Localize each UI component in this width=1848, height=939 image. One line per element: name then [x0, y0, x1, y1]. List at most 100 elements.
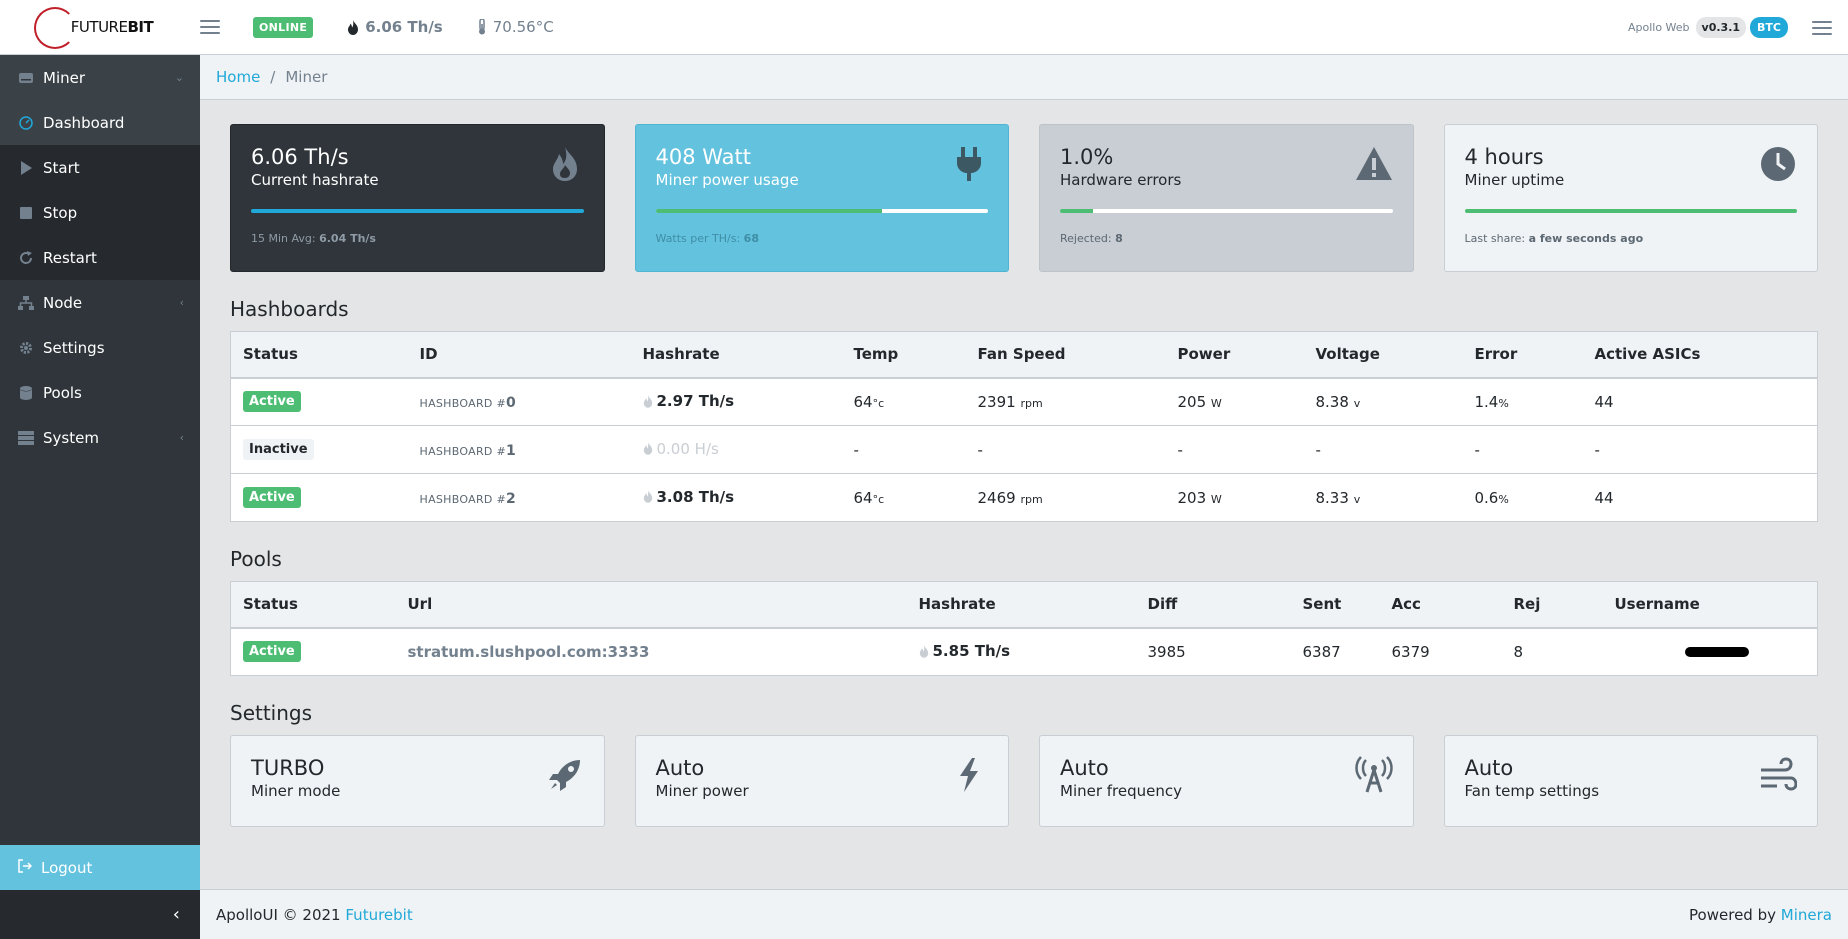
hashboards-table: Status ID Hashrate Temp Fan Speed Power …	[230, 331, 1818, 522]
server-icon	[18, 430, 34, 446]
sidebar-item-system[interactable]: System ‹	[0, 415, 200, 460]
futurebit-link[interactable]: Futurebit	[345, 905, 413, 924]
uptime-card-value: 4 hours	[1464, 145, 1544, 169]
hashboards-title: Hashboards	[230, 297, 349, 321]
table-row: Active HASHBOARD #0 2.97 Th/s 64°c 2391 …	[230, 377, 1818, 426]
last-share-value: a few seconds ago	[1528, 232, 1644, 245]
sidebar-item-dashboard[interactable]: Dashboard	[0, 100, 200, 145]
database-icon	[18, 385, 34, 401]
sidebar-item-miner[interactable]: Miner ⌄	[0, 55, 200, 100]
miner-frequency-card[interactable]: Auto Miner frequency	[1039, 735, 1414, 827]
logout-button[interactable]: Logout	[0, 845, 200, 890]
flame-icon	[552, 147, 577, 181]
logo-suffix: BIT	[127, 18, 154, 36]
restart-icon	[18, 250, 34, 266]
miner-mode-card[interactable]: TURBO Miner mode	[230, 735, 605, 827]
uptime-card: 4 hours Miner uptime Last share: a few s…	[1443, 124, 1818, 272]
miner-power-card[interactable]: Auto Miner power	[634, 735, 1009, 827]
chevron-left-icon: ‹	[179, 296, 184, 309]
avg-hashrate-value: 6.04 Th/s	[319, 232, 376, 245]
redacted-username	[1684, 646, 1749, 657]
hashrate-progress	[251, 209, 584, 213]
logout-icon	[18, 858, 33, 877]
errors-progress	[1060, 209, 1393, 213]
rocket-icon	[548, 760, 580, 791]
table-row: Active HASHBOARD #2 3.08 Th/s 64°c 2469 …	[231, 474, 1818, 522]
status-badge: Active	[243, 487, 301, 508]
power-progress	[655, 209, 988, 213]
play-icon	[18, 160, 34, 176]
sidebar-item-node[interactable]: Node ‹	[0, 280, 200, 325]
chevron-left-icon: ‹	[179, 431, 184, 444]
table-row: Inactive HASHBOARD #1 0.00 H/s - - - - -…	[230, 425, 1818, 474]
sidebar-item-pools[interactable]: Pools	[0, 370, 200, 415]
status-badge: Inactive	[243, 439, 314, 460]
fan-temp-card[interactable]: Auto Fan temp settings	[1443, 735, 1818, 827]
futurebit-logo[interactable]: FUTUREBIT	[0, 0, 200, 55]
flame-icon	[643, 394, 652, 408]
app-name: Apollo Web	[1627, 21, 1690, 34]
rejected-value: 8	[1115, 232, 1123, 245]
broadcast-icon	[1354, 756, 1393, 793]
power-card-value: 408 Watt	[655, 145, 752, 169]
status-badge: Active	[243, 391, 301, 413]
sidebar-item-restart[interactable]: Restart	[0, 235, 200, 280]
pool-url: stratum.slushpool.com:3333	[407, 642, 650, 661]
flame-icon	[643, 442, 652, 455]
header-temp-value: 70.56°C	[492, 18, 554, 36]
uptime-card-label: Miner uptime	[1464, 171, 1565, 189]
hashrate-card-value: 6.06 Th/s	[251, 145, 349, 169]
power-card: 408 Watt Miner power usage Watts per TH/…	[634, 124, 1009, 272]
bolt-icon	[960, 758, 978, 792]
miner-submenu: Dashboard Start Stop Restart	[0, 100, 200, 280]
minera-link[interactable]: Minera	[1780, 905, 1832, 924]
flame-icon	[643, 490, 652, 503]
sidebar-minimizer-button[interactable]: ‹	[0, 890, 200, 939]
sidebar: Miner ⌄ Dashboard Start Stop Restart Nod…	[0, 55, 200, 939]
header-hashrate-value: 6.06 Th/s	[365, 18, 443, 36]
stat-cards: 6.06 Th/s Current hashrate 15 Min Avg: 6…	[230, 124, 1818, 272]
watts-per-th-value: 68	[743, 232, 759, 245]
breadcrumb-current: Miner	[285, 68, 328, 86]
online-badge: ONLINE	[253, 16, 314, 38]
uptime-progress	[1464, 209, 1797, 213]
pools-title: Pools	[230, 547, 282, 571]
speedometer-icon	[18, 115, 34, 131]
sidebar-item-stop[interactable]: Stop	[0, 190, 200, 235]
logo-prefix: FUTURE	[70, 18, 128, 36]
chevron-left-icon: ‹	[172, 904, 180, 925]
sidebar-item-settings[interactable]: Settings	[0, 325, 200, 370]
sidebar-toggle-button[interactable]	[200, 20, 220, 34]
main-content: 6.06 Th/s Current hashrate 15 Min Avg: 6…	[230, 124, 1818, 827]
errors-card: 1.0% Hardware errors Rejected: 8	[1039, 124, 1414, 272]
top-header: FUTUREBIT ONLINE 6.06 Th/s 70.56°C Apoll…	[0, 0, 1848, 55]
logo-ring	[34, 6, 76, 49]
gear-icon	[18, 340, 34, 356]
network-icon	[18, 295, 34, 311]
warning-icon	[1355, 147, 1392, 180]
pools-table: Status Url Hashrate Diff Sent Acc Rej Us…	[230, 581, 1818, 676]
hashrate-card-label: Current hashrate	[251, 171, 379, 189]
chevron-down-icon: ⌄	[174, 71, 184, 84]
power-card-label: Miner power usage	[655, 171, 799, 189]
header-temp: 70.56°C	[477, 18, 554, 36]
status-badge: Active	[243, 641, 301, 663]
sidebar-item-start[interactable]: Start	[0, 145, 200, 190]
footer: ApolloUI © 2021 Futurebit Powered by Min…	[200, 889, 1848, 939]
table-row: Active stratum.slushpool.com:3333 5.85 T…	[231, 628, 1818, 676]
hashrate-card: 6.06 Th/s Current hashrate 15 Min Avg: 6…	[230, 124, 605, 272]
settings-title: Settings	[230, 701, 313, 725]
breadcrumb-home-link[interactable]: Home	[216, 68, 261, 86]
flame-icon	[348, 19, 359, 35]
wind-icon	[1761, 757, 1797, 791]
coin-badge: BTC	[1750, 17, 1788, 38]
drive-icon	[18, 70, 34, 86]
plug-icon	[957, 147, 981, 181]
flame-icon	[919, 644, 928, 658]
clock-icon	[1761, 147, 1795, 181]
breadcrumb: Home / Miner	[200, 55, 1848, 100]
thermometer-icon	[478, 19, 485, 35]
aside-menu-toggle[interactable]	[1812, 20, 1832, 35]
stop-icon	[18, 205, 34, 221]
errors-card-label: Hardware errors	[1060, 171, 1182, 189]
